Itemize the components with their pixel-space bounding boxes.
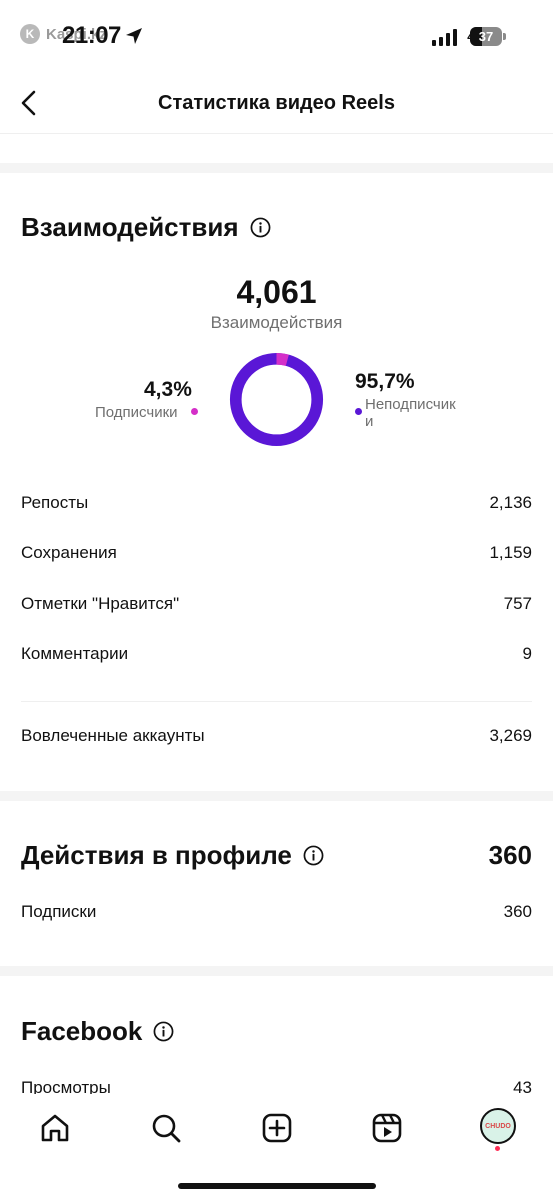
metric-row-views: Просмотры 43 [21, 1074, 532, 1102]
nav-header: Статистика видео Reels [0, 72, 553, 134]
carrier: K Kaspi.kz [20, 24, 107, 44]
metric-value: 3,269 [489, 726, 532, 745]
non-followers-arc [229, 352, 324, 447]
metric-label: Просмотры [21, 1078, 111, 1097]
tab-search[interactable] [146, 1108, 186, 1148]
non-followers-label: Неподписчик и [365, 396, 456, 430]
carrier-name: Kaspi.kz [46, 25, 107, 43]
followers-label: Подписчики [95, 404, 178, 421]
non-followers-label-line1: Неподписчик [365, 396, 456, 413]
metric-value: 1,159 [489, 543, 532, 562]
home-icon [41, 1114, 69, 1142]
metric-value: 43 [513, 1078, 532, 1097]
interactions-total: 4,061 [236, 274, 317, 310]
status-bar: K Kaspi.kz 21:07 4G 37 [0, 0, 553, 72]
chevron-left-icon [21, 90, 36, 116]
metric-value: 9 [522, 644, 532, 663]
followers-percent: 4,3% [144, 378, 192, 401]
metric-row-engaged-accounts: Вовлеченные аккаунты 3,269 [21, 722, 532, 750]
facebook-title: Facebook [21, 1016, 143, 1046]
metric-label: Вовлеченные аккаунты [21, 726, 205, 745]
search-icon [152, 1114, 181, 1143]
facebook-heading: Facebook [21, 1016, 174, 1047]
non-followers-label-line2: и [365, 413, 374, 430]
battery-level: 37 [478, 29, 494, 44]
metric-label: Отметки "Нравится" [21, 594, 180, 613]
divider [0, 163, 553, 173]
interactions-heading: Взаимодействия [21, 212, 271, 243]
info-icon[interactable] [250, 217, 271, 238]
page-title: Статистика видео Reels [158, 92, 395, 114]
profile-actions-total: 360 [488, 840, 532, 870]
metric-row-follows: Подписки 360 [21, 898, 532, 926]
clock: 21:07 [62, 22, 121, 49]
metric-row-comments: Комментарии 9 [21, 640, 532, 668]
avatar-text: CHUDO [485, 1122, 511, 1130]
back-button[interactable] [14, 88, 44, 118]
metric-value: 2,136 [489, 493, 532, 512]
followers-legend-dot [191, 408, 198, 415]
metric-label: Сохранения [21, 543, 117, 562]
carrier-badge: K [20, 24, 40, 44]
create-icon [262, 1113, 292, 1143]
metric-label: Репосты [21, 493, 89, 512]
metric-row-reposts: Репосты 2,136 [21, 489, 532, 517]
signal-icon [431, 28, 457, 46]
bottom-tab-bar [0, 1094, 553, 1200]
interactions-title: Взаимодействия [21, 212, 239, 242]
home-indicator [178, 1183, 376, 1189]
interactions-total-block: 4,061 Взаимодействия [0, 274, 553, 333]
metric-value: 757 [503, 594, 532, 613]
profile-actions-heading: Действия в профиле [21, 840, 324, 871]
metric-label: Комментарии [21, 644, 129, 663]
info-icon[interactable] [153, 1021, 174, 1042]
tab-create[interactable] [257, 1108, 297, 1148]
metric-value: 360 [503, 902, 532, 921]
followers-arc [229, 352, 324, 447]
info-icon[interactable] [303, 845, 324, 866]
interactions-donut-chart [229, 352, 324, 447]
interactions-total-label: Взаимодействия [210, 313, 343, 332]
metric-row-likes: Отметки "Нравится" 757 [21, 590, 532, 618]
profile-actions-title: Действия в профиле [21, 840, 292, 870]
metric-row-saves: Сохранения 1,159 [21, 539, 532, 567]
tab-home[interactable] [35, 1108, 75, 1148]
non-followers-percent: 95,7% [355, 370, 415, 393]
notification-dot [495, 1146, 500, 1151]
metric-label: Подписки [21, 902, 97, 921]
tab-reels[interactable] [367, 1108, 407, 1148]
avatar[interactable]: CHUDO [480, 1108, 516, 1144]
non-followers-legend-dot [355, 408, 362, 415]
location-arrow-icon [126, 28, 142, 44]
battery-icon: 37 [470, 27, 506, 46]
divider [0, 966, 553, 976]
divider [21, 701, 532, 702]
reels-icon [372, 1113, 402, 1143]
divider [0, 791, 553, 801]
